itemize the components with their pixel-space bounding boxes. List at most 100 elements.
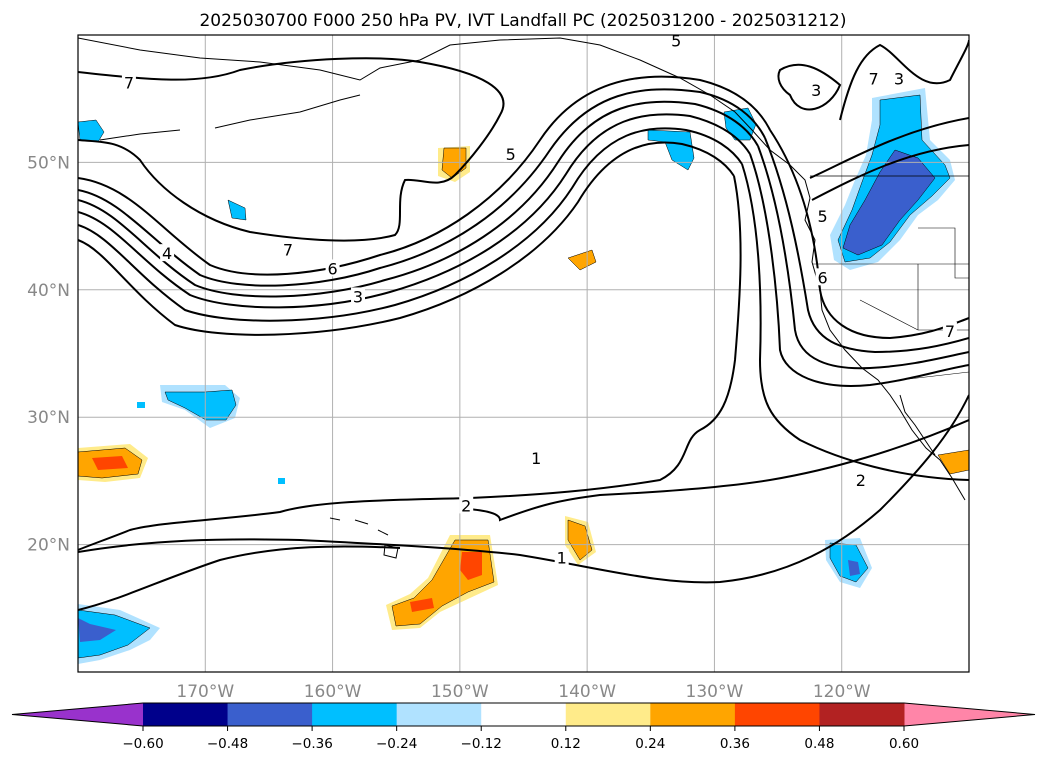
- ivt-region-neg: [227, 199, 247, 221]
- pv-label-halo: [942, 321, 957, 339]
- colorbar-tick-label: −0.12: [461, 736, 502, 752]
- colorbar-tick-label: 0.48: [804, 736, 834, 752]
- pv-contour-label: 6: [327, 259, 337, 278]
- colorbar-tick-label: −0.60: [122, 736, 163, 752]
- ivt-region-neg: [78, 119, 105, 143]
- pv-label-halo: [529, 449, 544, 467]
- pv-contour: [764, 137, 969, 354]
- pv-label-halo: [809, 81, 824, 99]
- ivt-region-pos: [567, 249, 597, 271]
- pv-contour-label: 7: [283, 240, 293, 259]
- pv-label-halo: [121, 73, 136, 91]
- ivt-region-neg: [647, 129, 695, 171]
- pv-contour-label: 1: [557, 549, 567, 568]
- colorbar-bin: [819, 703, 905, 726]
- lon-tick-label: 140°W: [558, 682, 616, 702]
- longitude-tick-labels: 170°W 160°W 150°W 140°W 130°W 120°W: [176, 682, 870, 702]
- pv-label-halo: [866, 69, 881, 87]
- coastline-hawaii: [329, 517, 399, 559]
- lon-tick-label: 170°W: [176, 682, 234, 702]
- pv-label-halo: [853, 470, 868, 488]
- ivt-region-pos: [567, 519, 593, 561]
- pv-label-halo: [815, 207, 830, 225]
- pv-contour-label: 7: [868, 70, 878, 89]
- ivt-region-neg: [78, 609, 151, 659]
- pv-contour: [749, 153, 969, 387]
- ivt-region-pos: [410, 598, 434, 612]
- colorbar-tick-label: 0.24: [635, 736, 665, 752]
- pv-label-halo: [325, 259, 340, 277]
- ivt-region-pos: [92, 456, 128, 470]
- colorbar-tick-label: 0.36: [720, 736, 750, 752]
- pv-contour: [78, 175, 742, 551]
- border-states: [812, 227, 969, 381]
- map-title: 2025030700 F000 250 hPa PV, IVT Landfall…: [199, 11, 846, 31]
- pv-contour: [78, 394, 969, 584]
- pv-label-halo: [281, 240, 296, 258]
- colorbar-extend-low: [12, 703, 143, 726]
- pv-contour-label: 3: [894, 70, 904, 89]
- colorbar-bin: [143, 703, 229, 726]
- pv-contour: [741, 163, 969, 481]
- pv-label-halo: [669, 35, 684, 49]
- lon-tick-label: 160°W: [304, 682, 362, 702]
- pv-contour-label: 2: [461, 496, 471, 515]
- ivt-region-neg: [137, 402, 145, 408]
- pv-label-halo: [815, 268, 830, 286]
- pv-contour: [78, 75, 771, 276]
- pv-contour-label: 6: [818, 268, 828, 287]
- lon-tick-label: 130°W: [686, 682, 744, 702]
- pv-label-halo: [160, 244, 175, 262]
- pv-label-halo: [554, 548, 569, 566]
- colorbar-bin: [734, 703, 820, 726]
- lon-tick-label: 120°W: [813, 682, 871, 702]
- gridlines: [78, 35, 969, 672]
- colorbar-bin: [396, 703, 482, 726]
- pv-contour-label: 5: [818, 207, 828, 226]
- colorbar-bin: [481, 703, 567, 726]
- lon-tick-label: 150°W: [431, 682, 489, 702]
- colorbar-extend-high: [904, 703, 1035, 726]
- pv-contour: [78, 88, 766, 287]
- colorbar-tick-label: −0.24: [376, 736, 417, 752]
- coastline-alaska: [78, 37, 811, 199]
- colorbar-tick-label: −0.36: [291, 736, 332, 752]
- lat-tick-label: 20°N: [27, 536, 70, 556]
- pv-label-halo: [459, 496, 474, 514]
- pv-contour-label: 2: [856, 471, 866, 490]
- ivt-region-pos: [937, 449, 969, 475]
- map-background: [78, 35, 969, 672]
- pv-contour-label: 5: [506, 145, 516, 164]
- ivt-region-neg: [78, 618, 116, 642]
- pv-label-halo: [503, 144, 518, 162]
- coastlines: [78, 37, 969, 559]
- pv-contour-label: 1: [531, 449, 541, 468]
- pv-contour: [78, 127, 743, 322]
- pv-contour: [78, 57, 505, 242]
- colorbar-bin: [227, 703, 313, 726]
- pv-contour-label: 3: [353, 287, 363, 306]
- pv-contour: [78, 141, 735, 336]
- colorbar-tick-label: −0.48: [207, 736, 248, 752]
- pv-contours: [78, 39, 969, 611]
- colorbar-tick-label: 0.12: [551, 736, 581, 752]
- coastline-baja: [899, 394, 936, 456]
- pv-contour: [78, 545, 401, 611]
- ivt-region-neg: [848, 560, 860, 576]
- ivt-region-neg: [278, 478, 285, 484]
- pv-label-halo: [891, 69, 906, 87]
- pv-contour: [811, 144, 969, 201]
- colorbar-tick-label: 0.60: [889, 736, 919, 752]
- colorbar-bin: [565, 703, 651, 726]
- colorbar: −0.60 −0.48 −0.36 −0.24 −0.12 0.12 0.24 0.36 0.4…: [11, 702, 1036, 752]
- colorbar-bin: [650, 703, 736, 726]
- pv-contour-label: 7: [124, 73, 134, 92]
- lat-tick-label: 50°N: [27, 153, 70, 173]
- pv-contour: [78, 100, 759, 298]
- lat-tick-label: 30°N: [27, 408, 70, 428]
- lat-tick-label: 40°N: [27, 281, 70, 301]
- pv-contour: [459, 419, 969, 522]
